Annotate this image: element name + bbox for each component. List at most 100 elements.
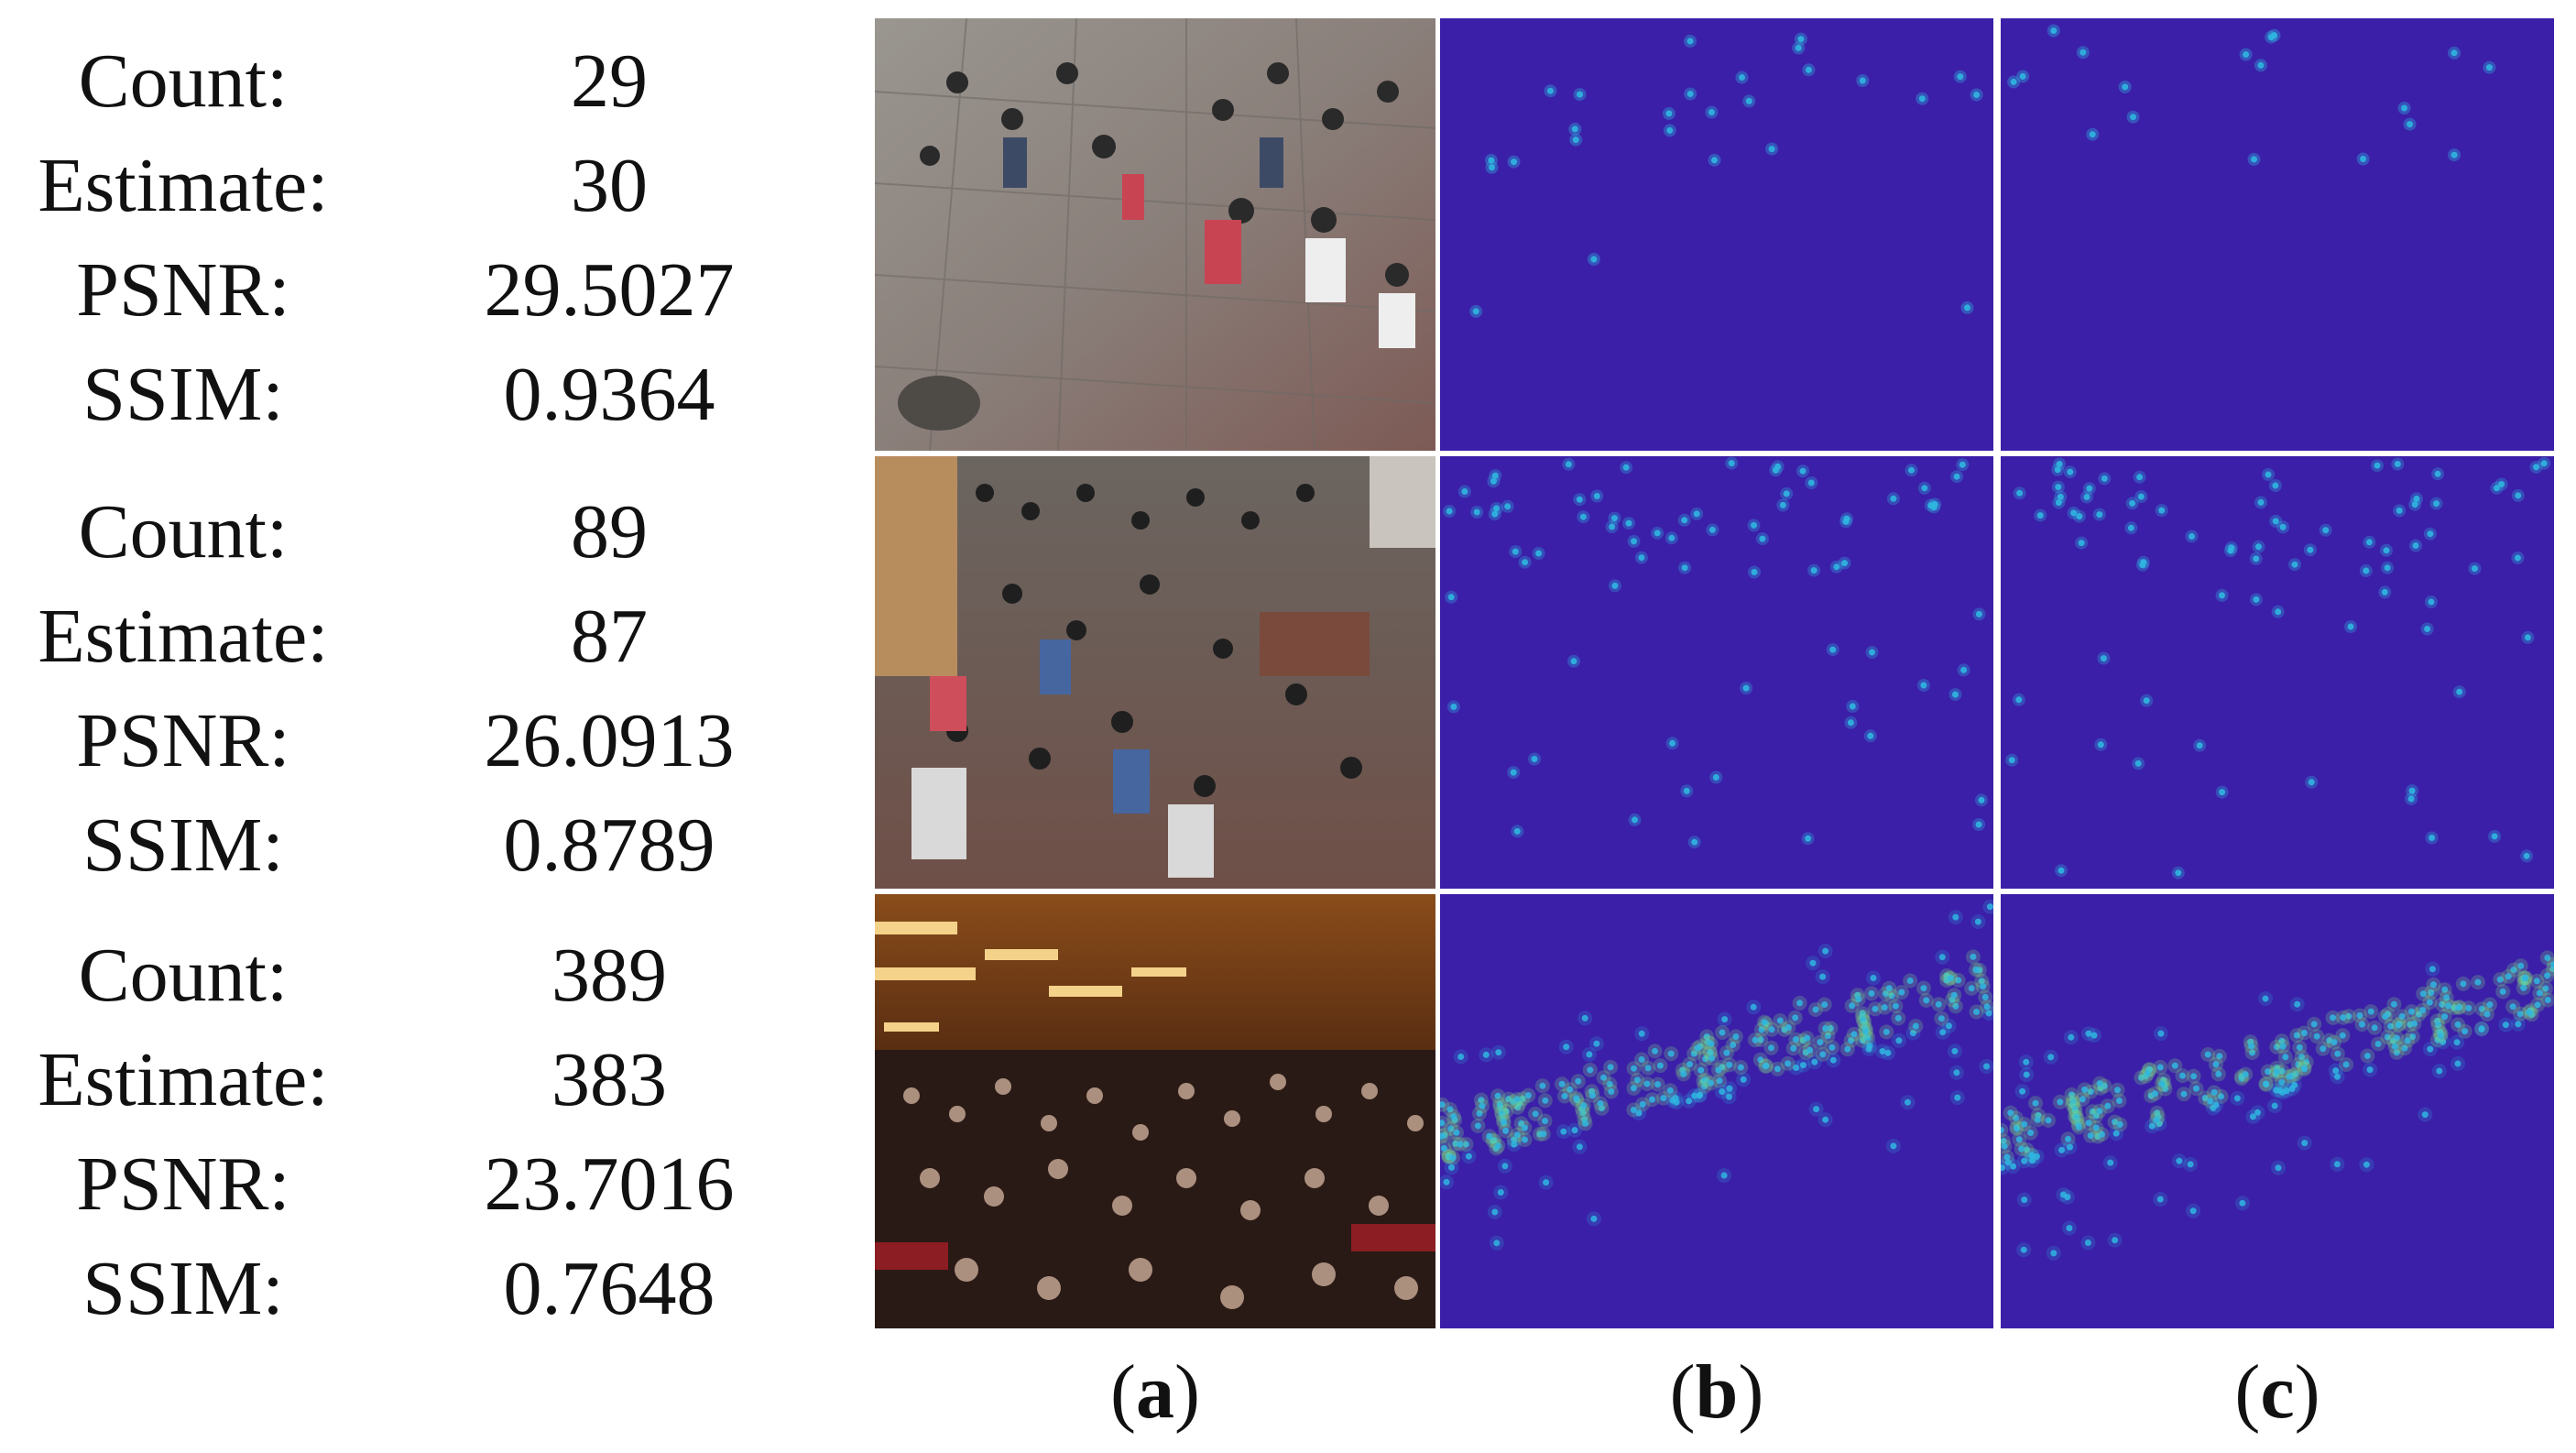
density-blob [2374,462,2381,469]
density-blob [1472,308,1479,315]
density-blob [1799,467,1806,475]
density-blob [1757,1056,1764,1064]
density-blob [1850,1031,1858,1038]
density-blob [1600,1074,1607,1081]
density-blob [2371,1024,2378,1032]
density-blob [2279,523,2287,530]
density-blob [2089,131,2096,138]
density-blob [1639,1100,1646,1108]
psnr-row: PSNR: 29.5027 [0,238,806,343]
density-blob [2345,1012,2352,1020]
psnr-value: 29.5027 [484,247,735,333]
density-blob [1882,990,1889,998]
density-blob [1795,44,1802,51]
count-label: Count: [78,38,289,124]
density-blob [2278,1067,2286,1075]
density-blob [2243,51,2250,58]
column-label-a: (a) [1110,1349,1200,1435]
density-blob [2288,1085,2296,1092]
density-blob [1633,1076,1641,1084]
density-blob [1883,1028,1890,1035]
density-blob [1867,732,1874,739]
density-blob [2212,1061,2220,1068]
density-blob [2383,547,2390,554]
density-blob [2219,592,2225,599]
density-blob [2433,500,2440,508]
density-blob [1810,567,1817,574]
density-blob [1975,610,1982,617]
density-blob [1885,985,1893,992]
density-blob [1974,918,1981,925]
count-value: 389 [551,933,667,1018]
density-blob [1511,158,1517,166]
density-blob [1812,1006,1819,1013]
density-blob [2219,789,2226,796]
density-blob [2419,1007,2427,1014]
density-background [2001,18,2554,451]
density-blob [2429,835,2436,841]
density-blob [2411,501,2418,508]
density-blob [1793,1065,1800,1071]
density-blob [2079,49,2087,56]
density-blob [1703,1033,1710,1040]
density-blob [1561,1093,1568,1099]
density-blob [2090,1032,2098,1039]
density-blob [2333,1161,2341,1168]
density-blob [1491,472,1499,479]
density-blob [2303,1058,2310,1065]
density-blob [2081,1086,2089,1093]
density-blob [1686,38,1694,45]
density-blob [2419,990,2427,998]
density-blob [1921,485,1928,492]
density-blob [1448,1163,1455,1171]
density-blob [2013,1114,2020,1121]
density-blob [2407,795,2415,803]
density-blob [1446,1106,1454,1113]
crowd-photo-row-2 [875,456,1435,889]
density-blob [1844,1045,1851,1053]
density-blob [1701,1083,1708,1090]
density-blob [1821,1001,1828,1008]
density-blob [1497,1103,1504,1110]
density-blob [2308,779,2315,786]
density-blob [1822,1116,1829,1123]
density-blob [1751,521,1757,529]
density-blob [2366,1066,2374,1074]
crowd-photo-street [875,456,1435,889]
density-blob [1785,1024,1792,1031]
density-map-c-row-3 [2001,894,2554,1328]
density-blob [1726,1061,1733,1068]
density-blob [2396,507,2403,514]
column-label-b: (b) [1669,1349,1764,1435]
density-blob [2034,1153,2040,1160]
density-blob [2505,973,2512,980]
density-blob [1580,1102,1588,1109]
density-map [1440,18,1993,451]
density-blob [1610,515,1618,522]
estimate-label: Estimate: [38,1037,329,1122]
density-blob [2453,1039,2461,1046]
density-blob [2050,1250,2058,1257]
density-blob [2404,1037,2411,1044]
density-blob [2322,527,2330,534]
density-blob [2029,1157,2036,1164]
estimate-row: Estimate: 383 [0,1028,806,1132]
density-blob [1758,1026,1765,1033]
density-blob [1952,691,1959,698]
density-map [2001,18,2554,451]
density-blob [1805,835,1812,842]
density-blob [1881,1004,1888,1011]
density-blob [1609,523,1616,530]
density-blob [2021,1157,2028,1164]
stats-block-row-2: Count: 89 Estimate: 87 PSNR: 26.0913 SSI… [0,480,806,898]
psnr-value: 26.0913 [484,698,735,783]
density-blob [2342,1061,2350,1068]
density-blob [2429,966,2436,973]
density-blob [2207,1098,2214,1105]
density-blob [2363,567,2370,574]
density-blob [1446,508,1453,515]
density-blob [1805,66,1812,73]
density-blob [2461,1028,2469,1035]
density-blob [1890,495,1897,502]
density-blob [1510,769,1517,776]
